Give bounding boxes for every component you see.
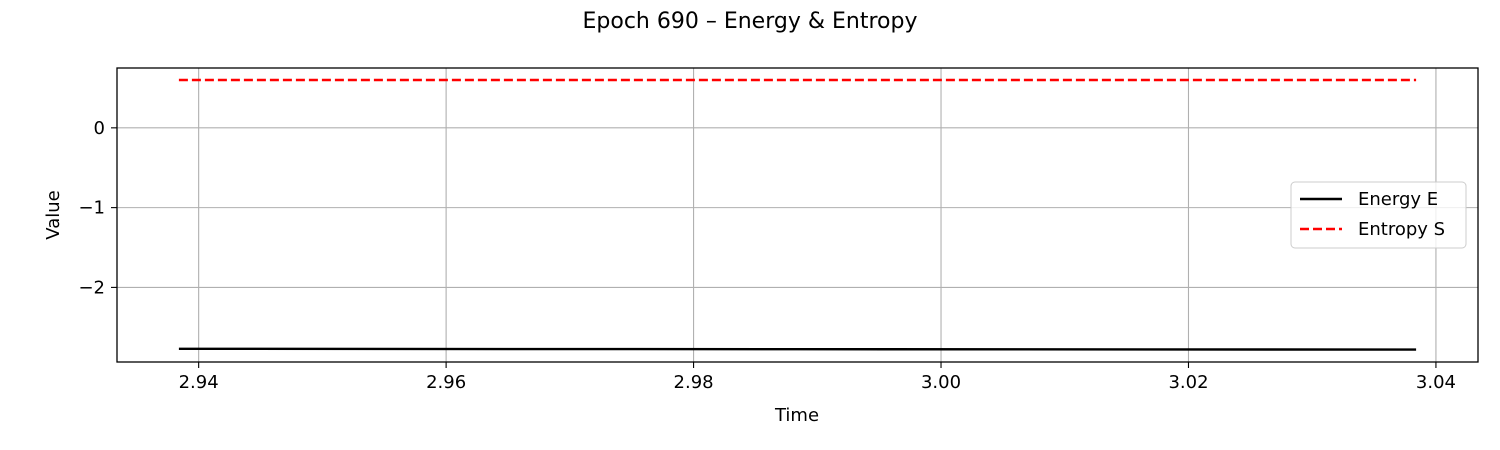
series-line-energy [178, 347, 1417, 351]
x-tick-label: 3.02 [1168, 372, 1208, 393]
axis-ticks: 2.94 2.96 2.98 3.00 3.02 3.04 0 −1 −2 [78, 118, 1456, 393]
series-lines [178, 78, 1417, 351]
x-tick-label: 3.00 [921, 372, 961, 393]
x-tick-label: 2.94 [179, 372, 219, 393]
legend-label-entropy: Entropy S [1358, 219, 1445, 240]
x-tick-label: 2.96 [426, 372, 466, 393]
x-axis-label: Time [774, 405, 819, 426]
grid-lines [117, 68, 1478, 362]
chart-title: Epoch 690 – Energy & Entropy [583, 9, 918, 34]
y-tick-label: −1 [78, 198, 105, 219]
y-tick-label: −2 [78, 277, 105, 298]
y-tick-label: 0 [94, 118, 105, 139]
legend-label-energy: Energy E [1358, 189, 1438, 210]
x-tick-label: 3.04 [1416, 372, 1456, 393]
legend: Energy E Entropy S [1290, 181, 1467, 249]
plot-area-frame [116, 67, 1479, 363]
x-tick-label: 2.98 [674, 372, 714, 393]
y-axis-label: Value [43, 190, 64, 239]
